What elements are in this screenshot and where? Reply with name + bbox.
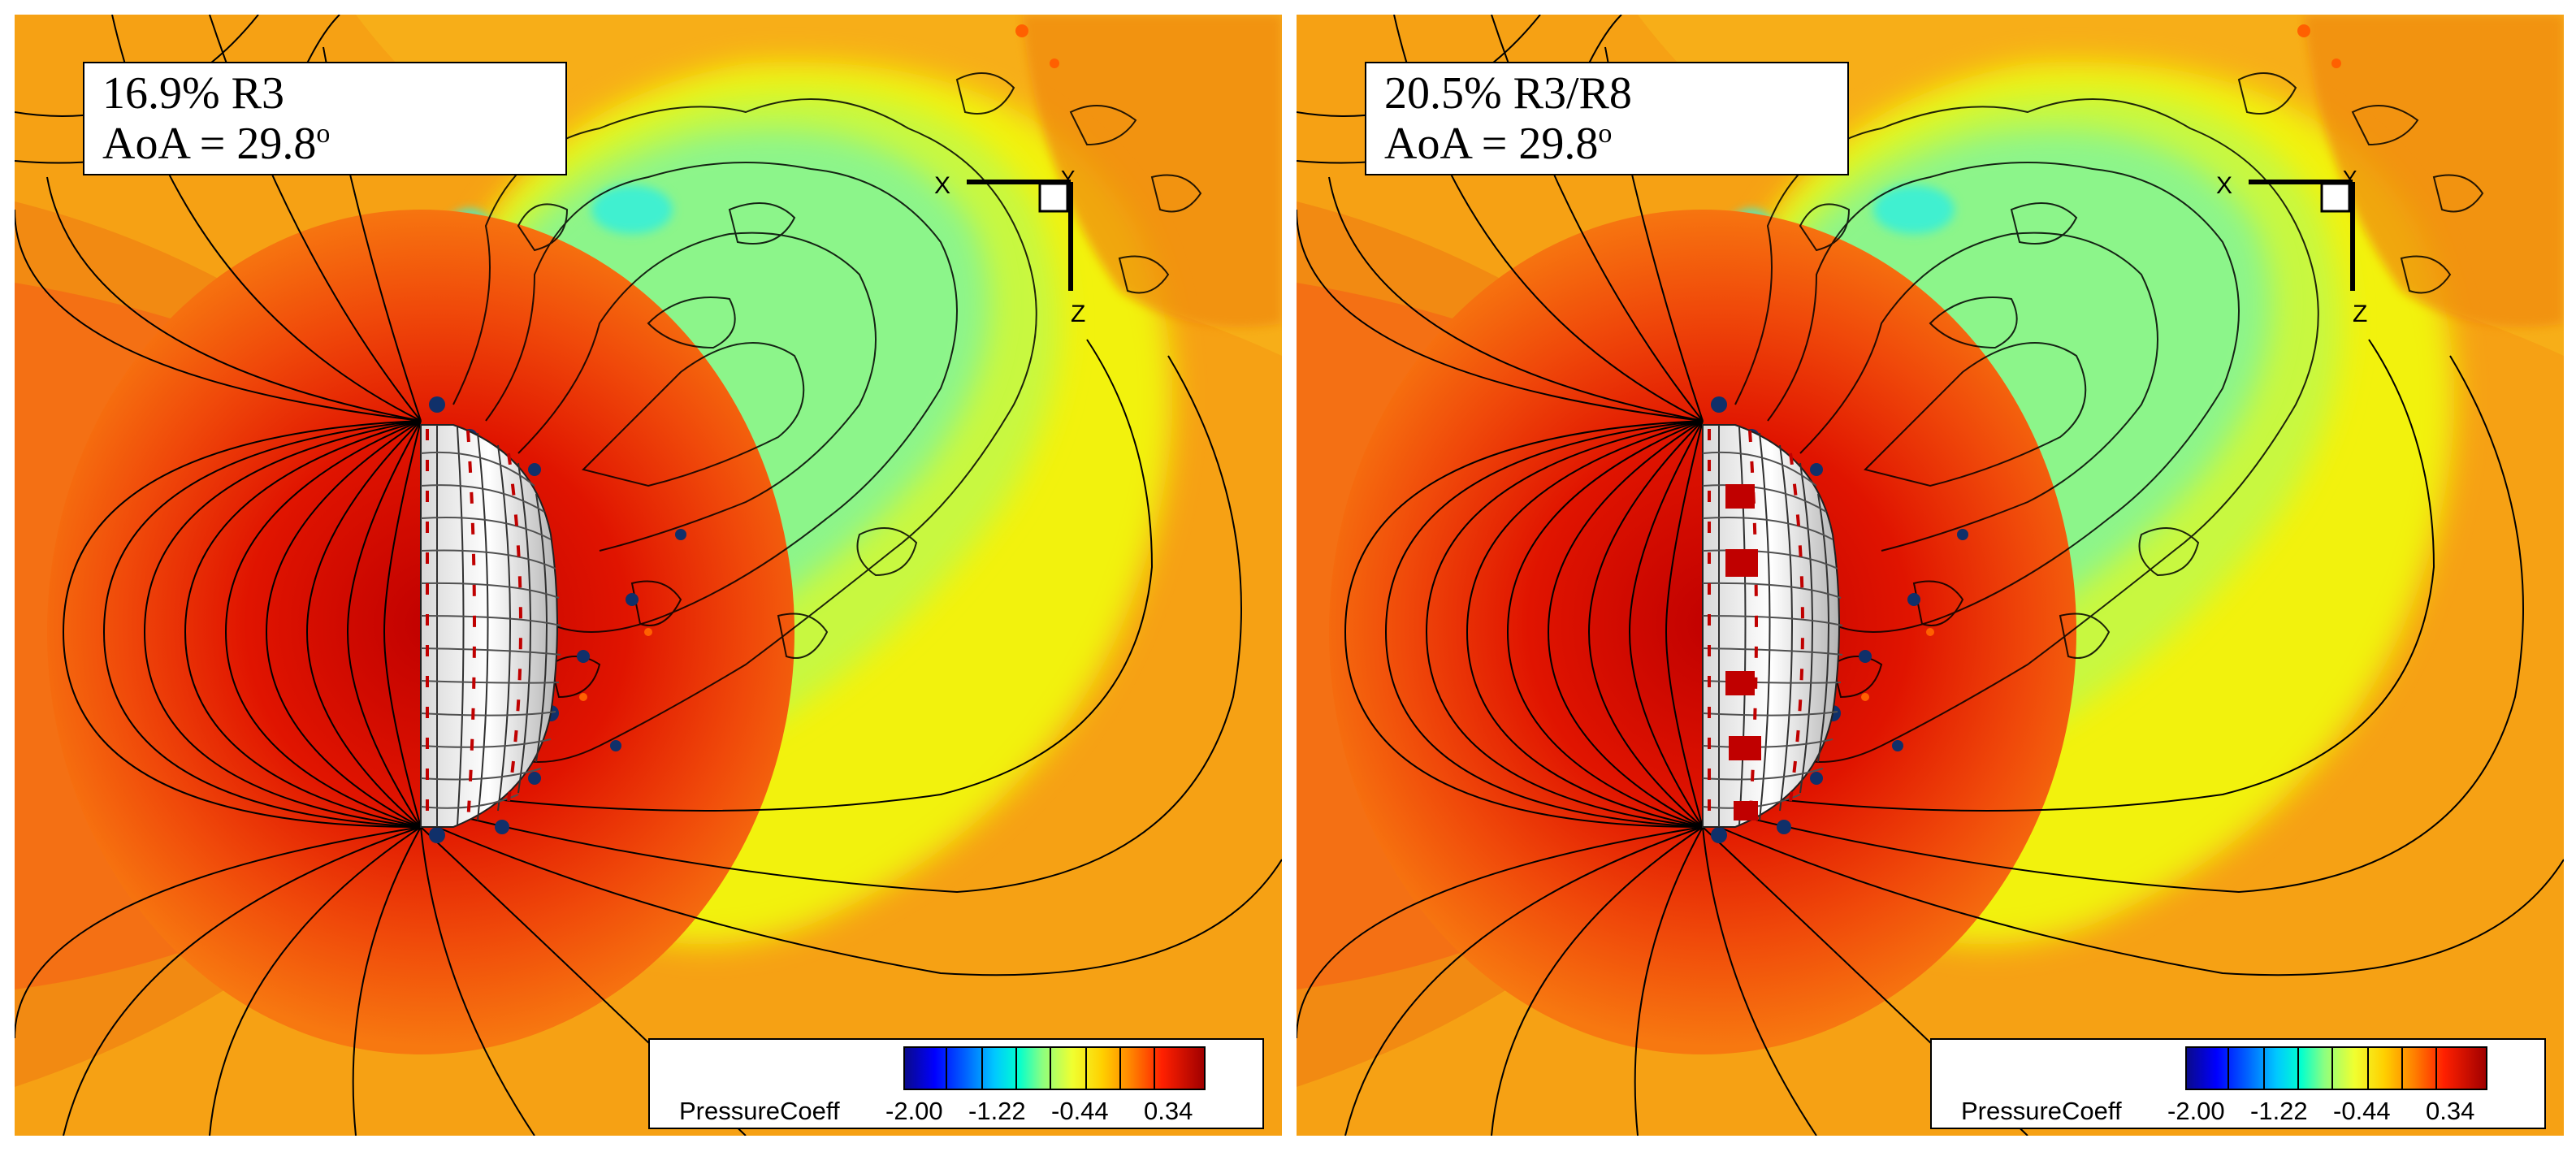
colorbar-tick-label: 0.34 xyxy=(1144,1097,1193,1125)
contour-panel-right: X Y Z 20.5% R3/R8 AoA = 29.8o PressureCo… xyxy=(1297,15,2564,1136)
colorbar xyxy=(2185,1046,2487,1090)
colorbar-tick-label: 0.34 xyxy=(2426,1097,2475,1125)
colorbar xyxy=(903,1046,1206,1090)
colorbar-tick-label: -0.44 xyxy=(1051,1097,1109,1125)
colorbar-tick-label: -2.00 xyxy=(885,1097,943,1125)
axis-triad: X Y Z xyxy=(934,166,1085,327)
colorbar-tick-label: -1.22 xyxy=(2250,1097,2308,1125)
case-label: 16.9% R3 xyxy=(102,68,284,119)
case-label: 20.5% R3/R8 xyxy=(1384,68,1632,119)
parachute-canopy xyxy=(1701,423,1844,829)
canopy-vents xyxy=(1725,484,1761,820)
colorbar-title: PressureCoeff xyxy=(1961,1097,2122,1125)
axis-x-label: X xyxy=(934,172,950,199)
colorbar-title: PressureCoeff xyxy=(679,1097,840,1125)
colorbar-legend: PressureCoeff -2.00 -1.22 -0.44 0.34 xyxy=(648,1038,1264,1129)
case-annotation-box: 16.9% R3 AoA = 29.8o xyxy=(83,62,567,175)
colorbar-legend: PressureCoeff -2.00 -1.22 -0.44 0.34 xyxy=(1930,1038,2546,1129)
axis-z-label: Z xyxy=(1071,301,1085,327)
colorbar-tick-label: -0.44 xyxy=(2333,1097,2391,1125)
contour-panel-left: X Y Z 16.9% R3 AoA = 29.8o PressureCoeff… xyxy=(15,15,1282,1136)
aoa-label: AoA = 29.8o xyxy=(102,119,331,169)
colorbar-tick-label: -1.22 xyxy=(968,1097,1026,1125)
aoa-label: AoA = 29.8o xyxy=(1384,119,1613,169)
axis-x-label: X xyxy=(2216,172,2232,199)
axis-z-label: Z xyxy=(2353,301,2367,327)
axis-y-label: Y xyxy=(1061,166,1075,190)
colorbar-tick-label: -2.00 xyxy=(2167,1097,2225,1125)
axis-triad: X Y Z xyxy=(2216,166,2367,327)
case-annotation-box: 20.5% R3/R8 AoA = 29.8o xyxy=(1365,62,1849,175)
axis-y-label: Y xyxy=(2343,166,2357,190)
